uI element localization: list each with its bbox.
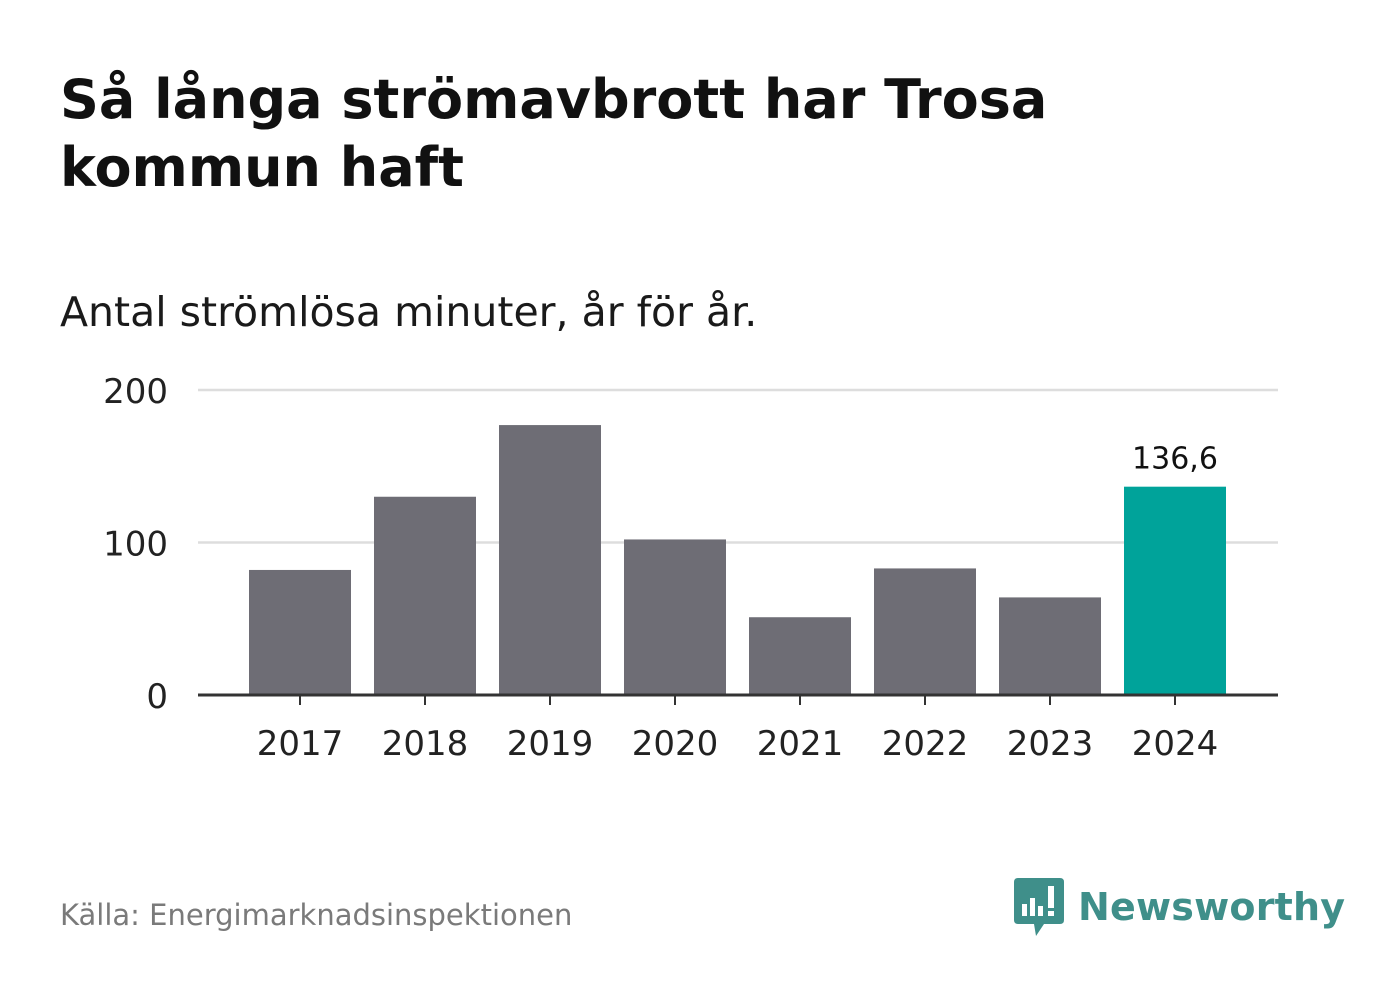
bar-2018 xyxy=(374,496,476,695)
x-tick-label: 2021 xyxy=(757,724,844,764)
y-tick-label: 100 xyxy=(103,525,168,565)
source-note: Källa: Energimarknadsinspektionen xyxy=(60,898,573,932)
newsworthy-logo-icon xyxy=(1014,878,1064,936)
x-tick-label: 2018 xyxy=(382,724,469,764)
y-tick-label: 200 xyxy=(103,372,168,412)
x-tick-label: 2020 xyxy=(632,724,719,764)
brand-name: Newsworthy xyxy=(1078,885,1346,929)
x-tick-label: 2023 xyxy=(1007,724,1094,764)
bar-2019 xyxy=(499,425,601,695)
labels: 0 100 200 2017 2018 2019 2020 2021 2022 2023 2024 1… xyxy=(103,372,1218,764)
x-tick-label: 2022 xyxy=(882,724,969,764)
bar-2022 xyxy=(874,568,976,695)
x-tick-label: 2017 xyxy=(257,724,344,764)
data-label: 136,6 xyxy=(1132,442,1218,477)
brand-logo: Newsworthy xyxy=(1010,876,1345,938)
grid-lines xyxy=(198,388,1278,544)
chart-title: Så långa strömavbrott har Trosa kommun h… xyxy=(60,68,1048,199)
chart-subtitle: Antal strömlösa minuter, år för år. xyxy=(60,288,758,336)
x-tick-label: 2024 xyxy=(1132,724,1219,764)
axes xyxy=(198,693,1278,705)
x-tick-label: 2019 xyxy=(507,724,594,764)
y-tick-label: 0 xyxy=(146,677,168,717)
bar-2024 xyxy=(1124,486,1226,695)
bar-2021 xyxy=(749,617,851,695)
bar-2023 xyxy=(999,597,1101,695)
bar-2017 xyxy=(249,569,351,695)
bar-2020 xyxy=(624,539,726,695)
bars xyxy=(249,425,1226,695)
